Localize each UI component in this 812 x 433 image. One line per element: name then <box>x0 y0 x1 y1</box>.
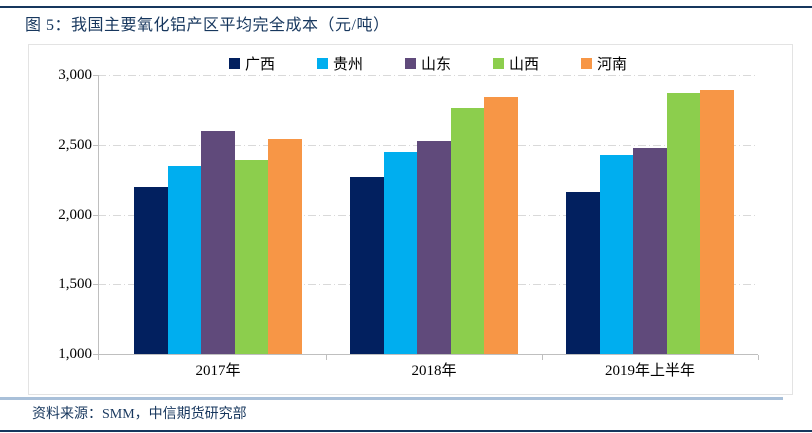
x-axis-tick <box>326 355 327 360</box>
y-axis-tick <box>93 354 98 355</box>
chart-legend: 广西 贵州 山东 山西 河南 <box>98 52 758 74</box>
x-axis-category-label: 2019年上半年 <box>604 363 695 379</box>
gridline-3000 <box>98 75 758 76</box>
legend-label: 贵州 <box>332 56 363 73</box>
bottom-divider-line <box>0 397 783 400</box>
bottom-border-line <box>0 430 812 432</box>
bar-河南-2019年上半年 <box>700 90 734 354</box>
y-axis-tick <box>93 75 98 76</box>
x-axis-tick <box>542 355 543 360</box>
bar-广西-2017年 <box>134 186 168 354</box>
bar-河南-2018年 <box>484 97 518 354</box>
y-axis-tick-label: 1,500 <box>58 276 92 292</box>
bar-山西-2019年上半年 <box>666 93 701 354</box>
legend-swatch-icon <box>404 57 416 69</box>
legend-label: 山东 <box>420 56 451 73</box>
bar-山东-2017年 <box>201 130 235 354</box>
bar-广西-2018年 <box>350 176 384 354</box>
legend-label: 广西 <box>244 56 275 73</box>
legend-item-山东: 山东 <box>404 53 451 74</box>
y-axis-tick-label: 2,500 <box>58 137 92 153</box>
y-axis-tick-label: 1,000 <box>58 346 92 362</box>
legend-swatch-icon <box>228 57 240 69</box>
y-axis-tick-label: 2,000 <box>58 207 92 223</box>
x-axis-category-label: 2017年 <box>195 363 241 379</box>
x-axis-category-label: 2018年 <box>411 363 457 379</box>
legend-item-河南: 河南 <box>581 53 627 74</box>
legend-label: 河南 <box>597 56 628 73</box>
bar-贵州-2018年 <box>383 151 418 354</box>
legend-swatch-icon <box>493 57 504 69</box>
legend-item-贵州: 贵州 <box>316 53 363 74</box>
legend-item-山西: 山西 <box>493 53 539 74</box>
bar-山西-2017年 <box>234 160 269 354</box>
bar-广西-2019年上半年 <box>566 192 600 354</box>
chart-title: 图 5：我国主要氧化铝产区平均完全成本（元/吨） <box>25 17 390 34</box>
legend-label: 山西 <box>509 56 540 73</box>
legend-swatch-icon <box>581 57 593 69</box>
y-axis-tick-label: 3,000 <box>58 67 92 83</box>
y-axis-line <box>98 75 99 354</box>
source-text: 资料来源：SMM，中信期货研究部 <box>32 407 247 422</box>
y-axis-tick <box>93 284 98 285</box>
bar-山东-2018年 <box>417 140 451 354</box>
bar-河南-2017年 <box>268 139 302 354</box>
legend-swatch-icon <box>316 57 328 69</box>
top-border-line <box>0 6 812 8</box>
bar-贵州-2019年上半年 <box>599 154 634 354</box>
y-axis-tick <box>93 215 98 216</box>
x-axis-line <box>98 354 758 355</box>
legend-item-广西: 广西 <box>228 53 275 74</box>
x-axis-tick <box>98 355 99 360</box>
bar-山西-2018年 <box>450 108 485 354</box>
y-axis-tick <box>93 145 98 146</box>
bar-贵州-2017年 <box>167 165 202 354</box>
x-axis-tick <box>758 355 759 360</box>
bar-山东-2019年上半年 <box>633 147 667 354</box>
